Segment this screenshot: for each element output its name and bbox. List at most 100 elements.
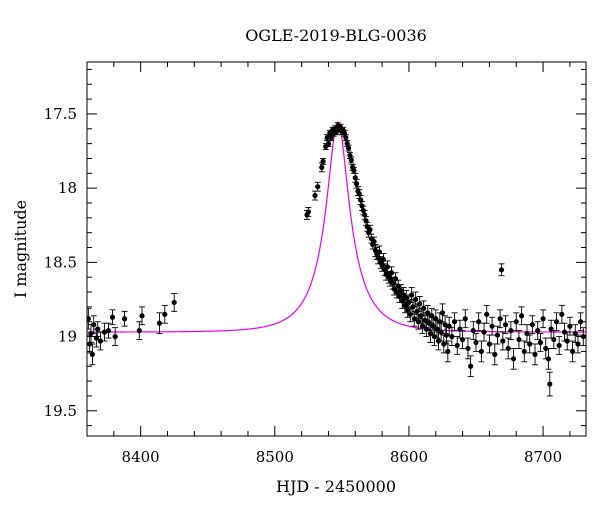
data-point: [546, 371, 553, 397]
data-marker: [348, 157, 354, 163]
data-marker: [136, 328, 142, 334]
data-point: [521, 340, 528, 363]
data-marker: [384, 264, 391, 270]
data-marker: [351, 167, 357, 173]
data-point: [489, 316, 496, 336]
data-marker: [417, 301, 423, 307]
data-point: [464, 337, 471, 360]
data-marker: [553, 319, 560, 325]
data-marker: [556, 342, 562, 349]
data-marker: [529, 322, 535, 328]
data-marker: [497, 316, 503, 322]
data-marker: [320, 158, 326, 165]
data-marker: [403, 295, 409, 301]
data-point: [491, 343, 498, 366]
data-marker: [409, 292, 415, 298]
data-point: [314, 181, 321, 192]
data-marker: [478, 348, 484, 355]
data-marker: [425, 310, 431, 316]
data-point: [416, 296, 423, 312]
data-point: [569, 340, 576, 363]
data-point: [90, 315, 97, 335]
data-marker: [502, 322, 509, 328]
data-point: [515, 330, 522, 349]
data-point: [510, 347, 517, 370]
data-point: [537, 333, 544, 352]
data-marker: [551, 336, 557, 343]
data-point: [353, 178, 360, 189]
data-point: [545, 347, 552, 370]
data-point: [161, 304, 168, 324]
data-marker: [540, 316, 546, 322]
data-point: [550, 330, 557, 349]
data-point: [348, 156, 355, 164]
data-marker: [454, 342, 460, 349]
data-point: [350, 166, 357, 174]
data-marker: [489, 323, 495, 329]
y-tick-label: 18: [58, 179, 77, 197]
axis-ticks: 8400 8500 8600 8700 17.5 18 18.5 19 19.5: [44, 62, 586, 466]
data-marker: [468, 363, 474, 369]
data-marker: [545, 356, 552, 362]
data-marker: [354, 181, 360, 187]
data-marker: [564, 338, 570, 344]
data-marker: [494, 332, 501, 338]
data-point: [112, 327, 119, 346]
data-marker: [95, 326, 101, 332]
data-point: [94, 321, 101, 338]
data-point: [156, 312, 163, 335]
data-point: [574, 334, 581, 354]
data-marker: [465, 345, 471, 352]
data-point: [470, 321, 477, 340]
data-point: [462, 309, 469, 329]
data-point: [518, 306, 525, 326]
data-marker: [569, 348, 576, 355]
data-marker: [112, 333, 118, 340]
data-point: [459, 330, 466, 349]
data-point: [352, 172, 359, 183]
y-tick-label: 18.5: [44, 253, 77, 271]
data-marker: [508, 328, 514, 334]
data-point: [320, 158, 327, 165]
data-marker: [413, 296, 419, 303]
data-point: [105, 322, 112, 339]
data-marker: [521, 348, 527, 355]
data-marker: [513, 319, 519, 325]
data-point: [475, 312, 482, 332]
data-marker: [371, 238, 377, 245]
data-point: [483, 304, 490, 324]
data-point: [439, 303, 446, 323]
plot-frame: [86, 61, 587, 437]
data-point: [456, 319, 463, 339]
data-point: [572, 324, 579, 343]
data-marker: [97, 338, 104, 344]
data-marker: [537, 339, 543, 346]
data-marker: [498, 267, 505, 273]
x-tick-label: 8400: [122, 448, 160, 466]
data-point: [87, 307, 92, 330]
data-marker: [319, 164, 325, 170]
y-axis-label: I magnitude: [11, 200, 30, 298]
data-point: [534, 321, 541, 340]
y-tick-label: 19: [58, 328, 77, 346]
data-marker: [312, 192, 318, 199]
data-point: [171, 293, 178, 312]
data-marker: [481, 329, 487, 335]
data-marker: [87, 316, 91, 322]
data-marker: [486, 341, 493, 347]
y-tick-label: 19.5: [44, 402, 77, 420]
data-marker: [473, 339, 479, 346]
x-axis-label: HJD - 2450000: [276, 477, 396, 496]
data-marker: [171, 299, 177, 306]
data-point: [540, 309, 547, 329]
data-point: [556, 336, 563, 355]
data-point: [101, 322, 108, 342]
data-point: [138, 306, 145, 326]
data-point: [451, 312, 458, 332]
data-marker: [567, 323, 573, 329]
x-tick-label: 8700: [524, 448, 562, 466]
data-point: [502, 315, 509, 335]
data-point: [513, 312, 520, 332]
data-marker: [343, 135, 349, 141]
